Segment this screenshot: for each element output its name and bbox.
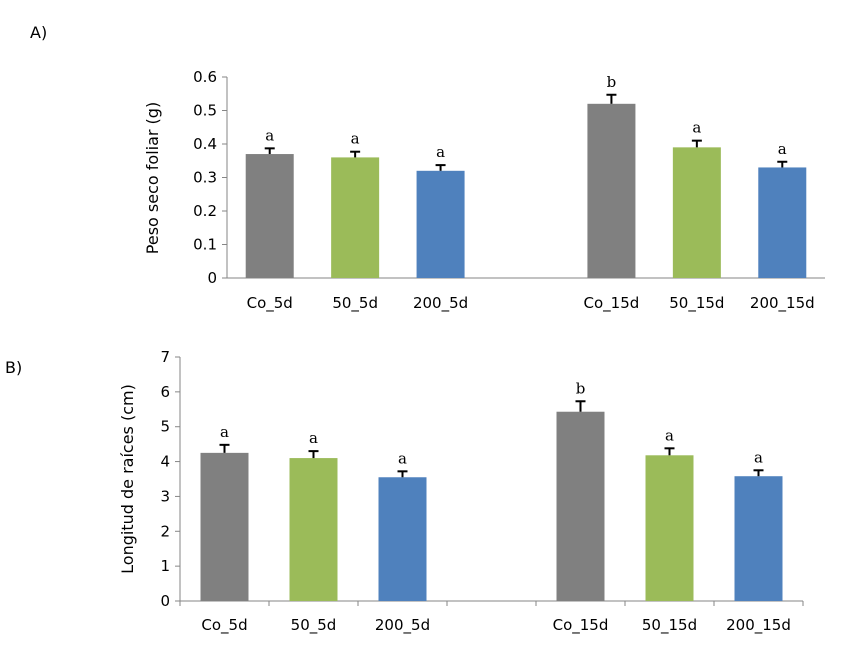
significance-label: a [754,448,763,466]
bar-50_15d [645,455,694,601]
bar-Co_5d [200,452,249,601]
x-tick-label: 50_15d [669,294,724,313]
y-tick-label: 1 [160,557,170,575]
significance-label: a [436,143,445,161]
y-tick-label: 0.1 [193,236,217,254]
bar-50_5d [289,458,338,601]
x-tick-label: Co_15d [553,616,609,635]
significance-label: a [692,119,701,137]
significance-label: b [576,379,586,397]
panel-label: A) [30,23,47,42]
significance-label: a [778,140,787,158]
y-tick-label: 7 [160,348,170,366]
x-tick-label: Co_5d [201,616,247,635]
significance-label: a [398,449,407,467]
bar-50_15d [672,147,721,278]
y-tick-label: 0.3 [193,169,217,187]
y-tick-label: 0.2 [193,202,217,220]
y-tick-label: 0.6 [193,68,217,86]
x-tick-label: 50_5d [332,294,378,313]
bar-200_15d [758,167,807,278]
significance-label: b [607,73,617,91]
x-tick-label: 50_5d [291,616,337,635]
y-tick-label: 0.4 [193,135,217,153]
x-tick-label: 200_15d [726,616,791,635]
bar-200_5d [378,477,427,601]
y-tick-label: 2 [160,522,170,540]
y-tick-label: 4 [160,453,170,471]
y-tick-label: 0.5 [193,102,217,120]
significance-label: a [665,426,674,444]
x-tick-label: 200_5d [375,616,430,635]
significance-label: a [351,130,360,148]
panel-label: B) [5,358,22,377]
bar-200_5d [416,170,465,278]
chart-panel-a: A) 0 0.1 0.2 0.3 0.4 0.5 0.6 Peso seco foliar (g… [30,23,825,313]
bar-Co_5d [245,154,294,278]
y-tick-label: 3 [160,487,170,505]
y-tick-label: 0 [207,269,217,287]
y-axis-label: Peso seco foliar (g) [143,102,162,254]
y-tick-label: 0 [160,592,170,610]
x-tick-label: Co_5d [247,294,293,313]
x-tick-label: 50_15d [642,616,697,635]
significance-label: a [309,429,318,447]
bar-Co_15d [587,103,636,278]
x-tick-label: 200_15d [750,294,815,313]
significance-label: a [220,423,229,441]
y-tick-label: 5 [160,418,170,436]
bar-50_5d [331,157,380,278]
significance-label: a [265,126,274,144]
x-tick-label: Co_15d [584,294,640,313]
y-tick-label: 6 [160,383,170,401]
chart-panel-b: B) 0 1 2 3 4 5 6 7 Longitud de raíces (cm) Co_5d a 5… [5,348,804,635]
x-tick-label: 200_5d [413,294,468,313]
bar-200_15d [734,476,783,601]
bar-Co_15d [556,411,605,601]
y-axis-label: Longitud de raíces (cm) [118,384,137,574]
